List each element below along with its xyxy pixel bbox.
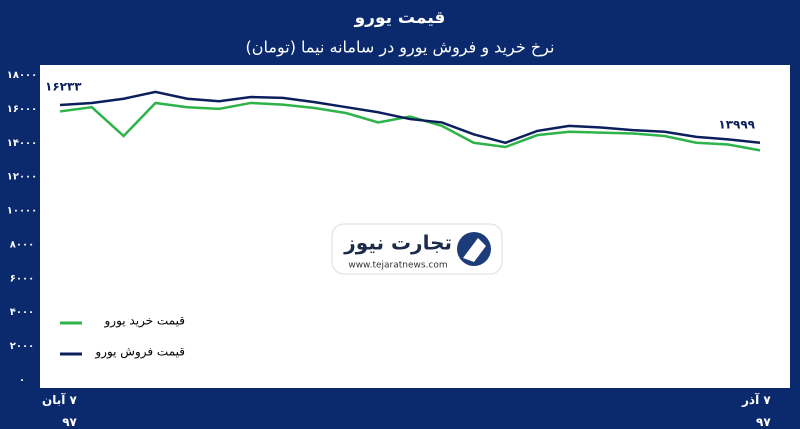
- watermark: تجارت نیوز www.tejaratnews.com: [331, 223, 503, 275]
- watermark-url: www.tejaratnews.com: [348, 261, 447, 271]
- y-tick-label: ۱۶۰۰۰: [7, 104, 38, 115]
- x-tick-label: ۷ آذر ۹۷: [742, 393, 771, 429]
- chart-subtitle: نرخ خرید و فروش یورو در سامانه نیما (توم…: [246, 38, 555, 58]
- data-label: ۱۳۹۹۹: [718, 117, 755, 131]
- y-tick-label: ۸۰۰۰: [10, 239, 34, 250]
- y-tick-label: ۱۲۰۰۰: [7, 172, 38, 183]
- y-tick-label: ۲۰۰۰: [10, 341, 34, 352]
- watermark-box: [331, 223, 503, 275]
- legend-label: قیمت فروش یورو: [94, 345, 185, 360]
- x-tick-label: ۷ آبان ۹۷: [42, 393, 77, 429]
- y-tick-label: ۰: [19, 375, 25, 386]
- legend-label: قیمت خرید یورو: [103, 314, 185, 329]
- y-tick-label: ۱۸۰۰۰: [7, 70, 38, 81]
- series-line: [59, 90, 761, 145]
- watermark-name: تجارت نیوز: [343, 231, 452, 255]
- series-line: [59, 101, 761, 152]
- y-tick-label: ۱۰۰۰۰: [7, 206, 38, 217]
- y-tick-label: ۱۴۰۰۰: [7, 138, 38, 149]
- y-tick-label: ۶۰۰۰: [10, 273, 34, 284]
- data-label: ۱۶۲۳۳: [45, 79, 82, 93]
- chart-title: قیمت یورو: [354, 8, 446, 28]
- watermark-icon-shape: [463, 238, 486, 262]
- y-tick-label: ۴۰۰۰: [10, 307, 34, 318]
